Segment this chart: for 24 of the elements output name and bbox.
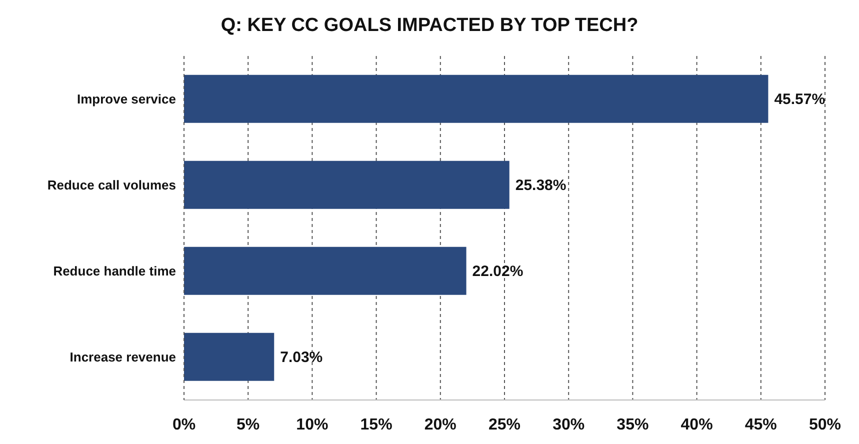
y-tick-label: Increase revenue — [70, 350, 176, 365]
data-label: 25.38% — [515, 177, 566, 194]
y-tick-label: Improve service — [76, 92, 176, 107]
data-label: 7.03% — [280, 349, 323, 366]
bar — [184, 246, 466, 295]
x-tick-label: 45% — [744, 416, 777, 434]
x-tick-label: 50% — [808, 416, 842, 434]
x-tick-label: 20% — [424, 416, 456, 434]
y-tick-label: Reduce handle time — [53, 264, 176, 279]
bar — [184, 74, 768, 123]
x-tick-label: 0% — [172, 416, 196, 434]
y-tick-label: Reduce call volumes — [47, 178, 176, 193]
x-tick-label: 35% — [616, 416, 649, 434]
bar — [184, 332, 274, 381]
bar — [184, 160, 510, 209]
x-tick-label: 5% — [236, 416, 260, 434]
x-tick-label: 15% — [360, 416, 392, 434]
x-tick-label: 30% — [552, 416, 585, 434]
x-tick-label: 25% — [488, 416, 521, 434]
data-label: 22.02% — [472, 263, 524, 280]
x-tick-label: 40% — [680, 416, 713, 434]
chart-title: Q: KEY CC GOALS IMPACTED BY TOP TECH? — [220, 14, 640, 38]
data-label: 45.57% — [774, 91, 826, 108]
x-tick-label: 10% — [296, 416, 328, 434]
